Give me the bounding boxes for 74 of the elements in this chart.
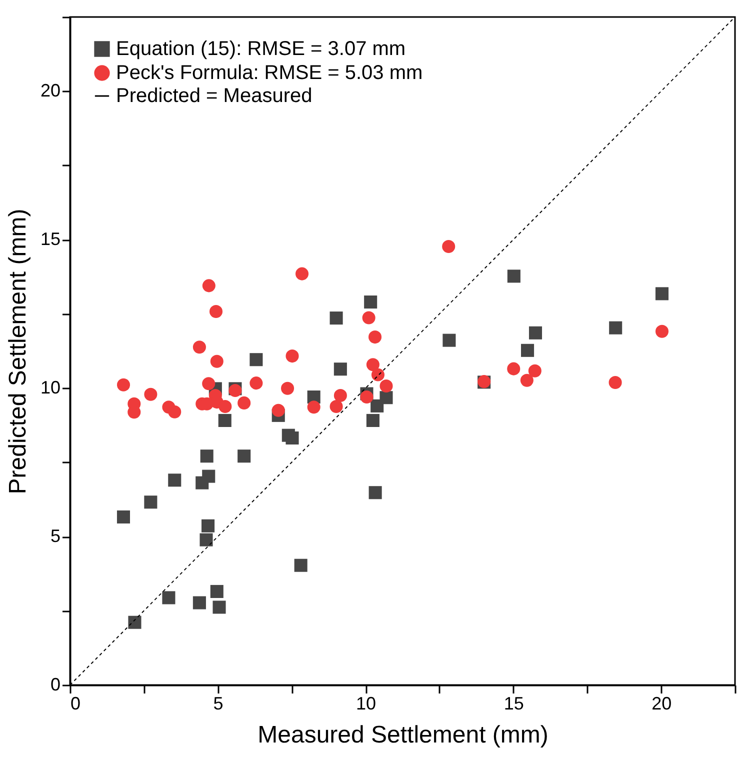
point	[334, 362, 347, 376]
point	[286, 431, 299, 445]
point	[528, 326, 542, 340]
x-tick-label: 5	[213, 694, 224, 714]
legend-label: Equation (15): RMSE = 3.07 mm	[116, 38, 406, 60]
legend-label: Peck's Formula: RMSE = 5.03 mm	[116, 62, 423, 84]
point	[520, 374, 534, 387]
point	[368, 486, 382, 500]
y-tick-label: 15	[40, 229, 60, 250]
point	[330, 400, 343, 414]
point	[192, 340, 206, 354]
point	[238, 396, 251, 410]
point	[360, 390, 374, 404]
point	[128, 616, 142, 629]
x-tick-label: 20	[652, 694, 672, 714]
point	[162, 591, 176, 604]
point	[144, 496, 158, 509]
point	[366, 414, 380, 427]
point	[238, 450, 251, 463]
point	[250, 376, 263, 390]
point	[286, 350, 299, 363]
point	[294, 558, 308, 572]
point	[609, 321, 622, 334]
point	[218, 414, 232, 427]
x-tick-label: 15	[504, 694, 524, 714]
x-axis-title: Measured Settlement (mm)	[258, 722, 548, 748]
point	[272, 404, 285, 417]
point	[200, 450, 214, 463]
point	[116, 510, 130, 524]
point	[116, 378, 130, 392]
y-axis-title: Predicted Settlement (mm)	[4, 208, 32, 494]
point	[442, 240, 456, 253]
legend-label: Predicted = Measured	[116, 85, 312, 107]
point	[212, 600, 226, 614]
point	[371, 368, 384, 382]
point	[364, 295, 378, 309]
x-tick-label: 10	[356, 694, 376, 714]
point	[330, 312, 343, 325]
point	[655, 287, 669, 300]
point	[307, 400, 320, 414]
point	[608, 376, 622, 389]
x-tick-label: 0	[70, 694, 81, 714]
point	[202, 279, 216, 292]
point	[200, 533, 213, 546]
point	[202, 519, 215, 532]
point	[528, 364, 542, 378]
point	[281, 382, 294, 395]
point	[442, 334, 456, 347]
point	[370, 399, 384, 412]
point	[210, 354, 224, 368]
point	[380, 380, 393, 393]
point	[334, 389, 347, 402]
point	[250, 353, 263, 366]
point	[521, 344, 534, 357]
y-tick-label: 5	[50, 526, 60, 546]
point	[202, 377, 216, 390]
point	[209, 305, 223, 318]
point	[507, 270, 520, 283]
point	[168, 474, 182, 487]
point	[144, 388, 158, 401]
y-tick-label: 20	[40, 80, 60, 101]
point	[295, 267, 309, 280]
y-tick-label: 10	[40, 378, 60, 398]
point	[210, 584, 224, 598]
point	[168, 405, 182, 418]
point	[202, 470, 216, 483]
point	[218, 400, 232, 414]
point	[362, 311, 376, 324]
point	[192, 596, 206, 610]
point	[366, 358, 380, 372]
y-tick-label: 0	[50, 674, 60, 694]
point	[507, 362, 520, 376]
point	[368, 330, 382, 344]
point	[655, 324, 669, 338]
